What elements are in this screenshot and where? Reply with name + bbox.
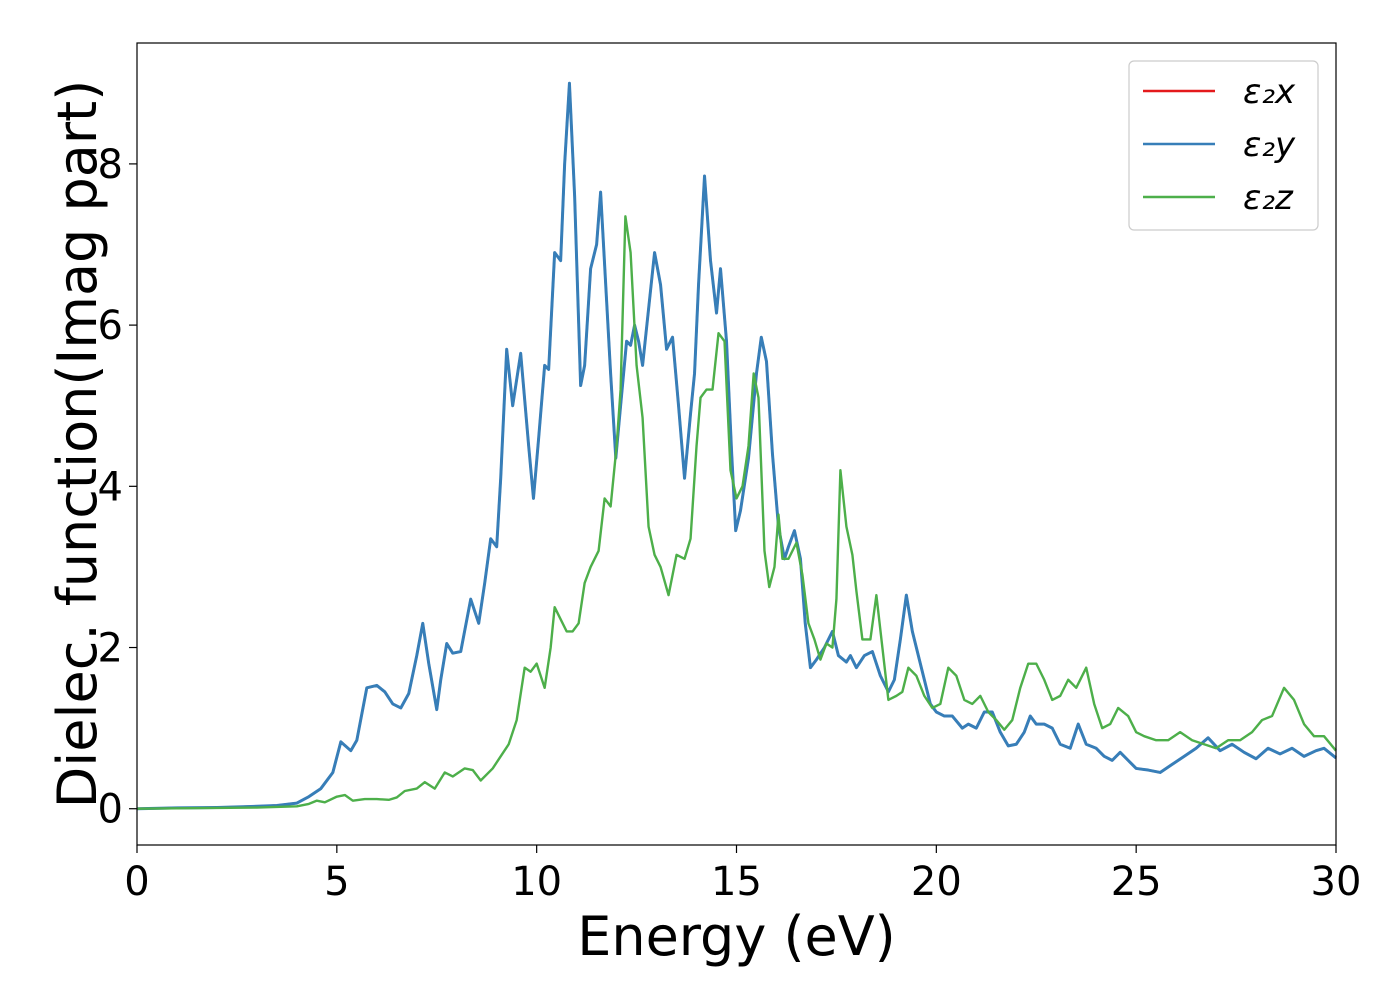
series-line-2 — [136, 81, 1337, 811]
y-tick-label: 0 — [98, 787, 123, 833]
x-tick-label: 20 — [911, 859, 962, 905]
x-tick-label: 5 — [324, 859, 349, 905]
y-tick-label: 4 — [98, 464, 123, 510]
legend-label-1: ε₂x — [1243, 72, 1296, 112]
series-line-3 — [136, 215, 1337, 810]
x-tick-label: 25 — [1111, 859, 1162, 905]
legend-box — [1128, 60, 1319, 231]
series-layer — [136, 81, 1337, 811]
y-tick-label: 8 — [98, 142, 123, 188]
tick-layer: 0 5 10 15 20 25 30 0 2 4 6 8 — [98, 142, 1362, 905]
legend-items: ε₂x ε₂y ε₂z — [1143, 72, 1296, 218]
y-tick-label: 2 — [98, 626, 123, 672]
legend-label-2: ε₂y — [1243, 125, 1296, 165]
y-tick-label: 6 — [98, 303, 123, 349]
x-tick-label: 10 — [511, 859, 562, 905]
x-tick-label: 0 — [124, 859, 149, 905]
x-tick-label: 15 — [711, 859, 762, 905]
legend-label-3: ε₂z — [1243, 178, 1294, 218]
y-axis-label: Dielec. function(Imag part) — [46, 80, 109, 809]
legend: ε₂x ε₂y ε₂z — [1128, 60, 1319, 231]
x-tick-label: 30 — [1311, 859, 1362, 905]
x-axis-label: Energy (eV) — [577, 905, 896, 968]
